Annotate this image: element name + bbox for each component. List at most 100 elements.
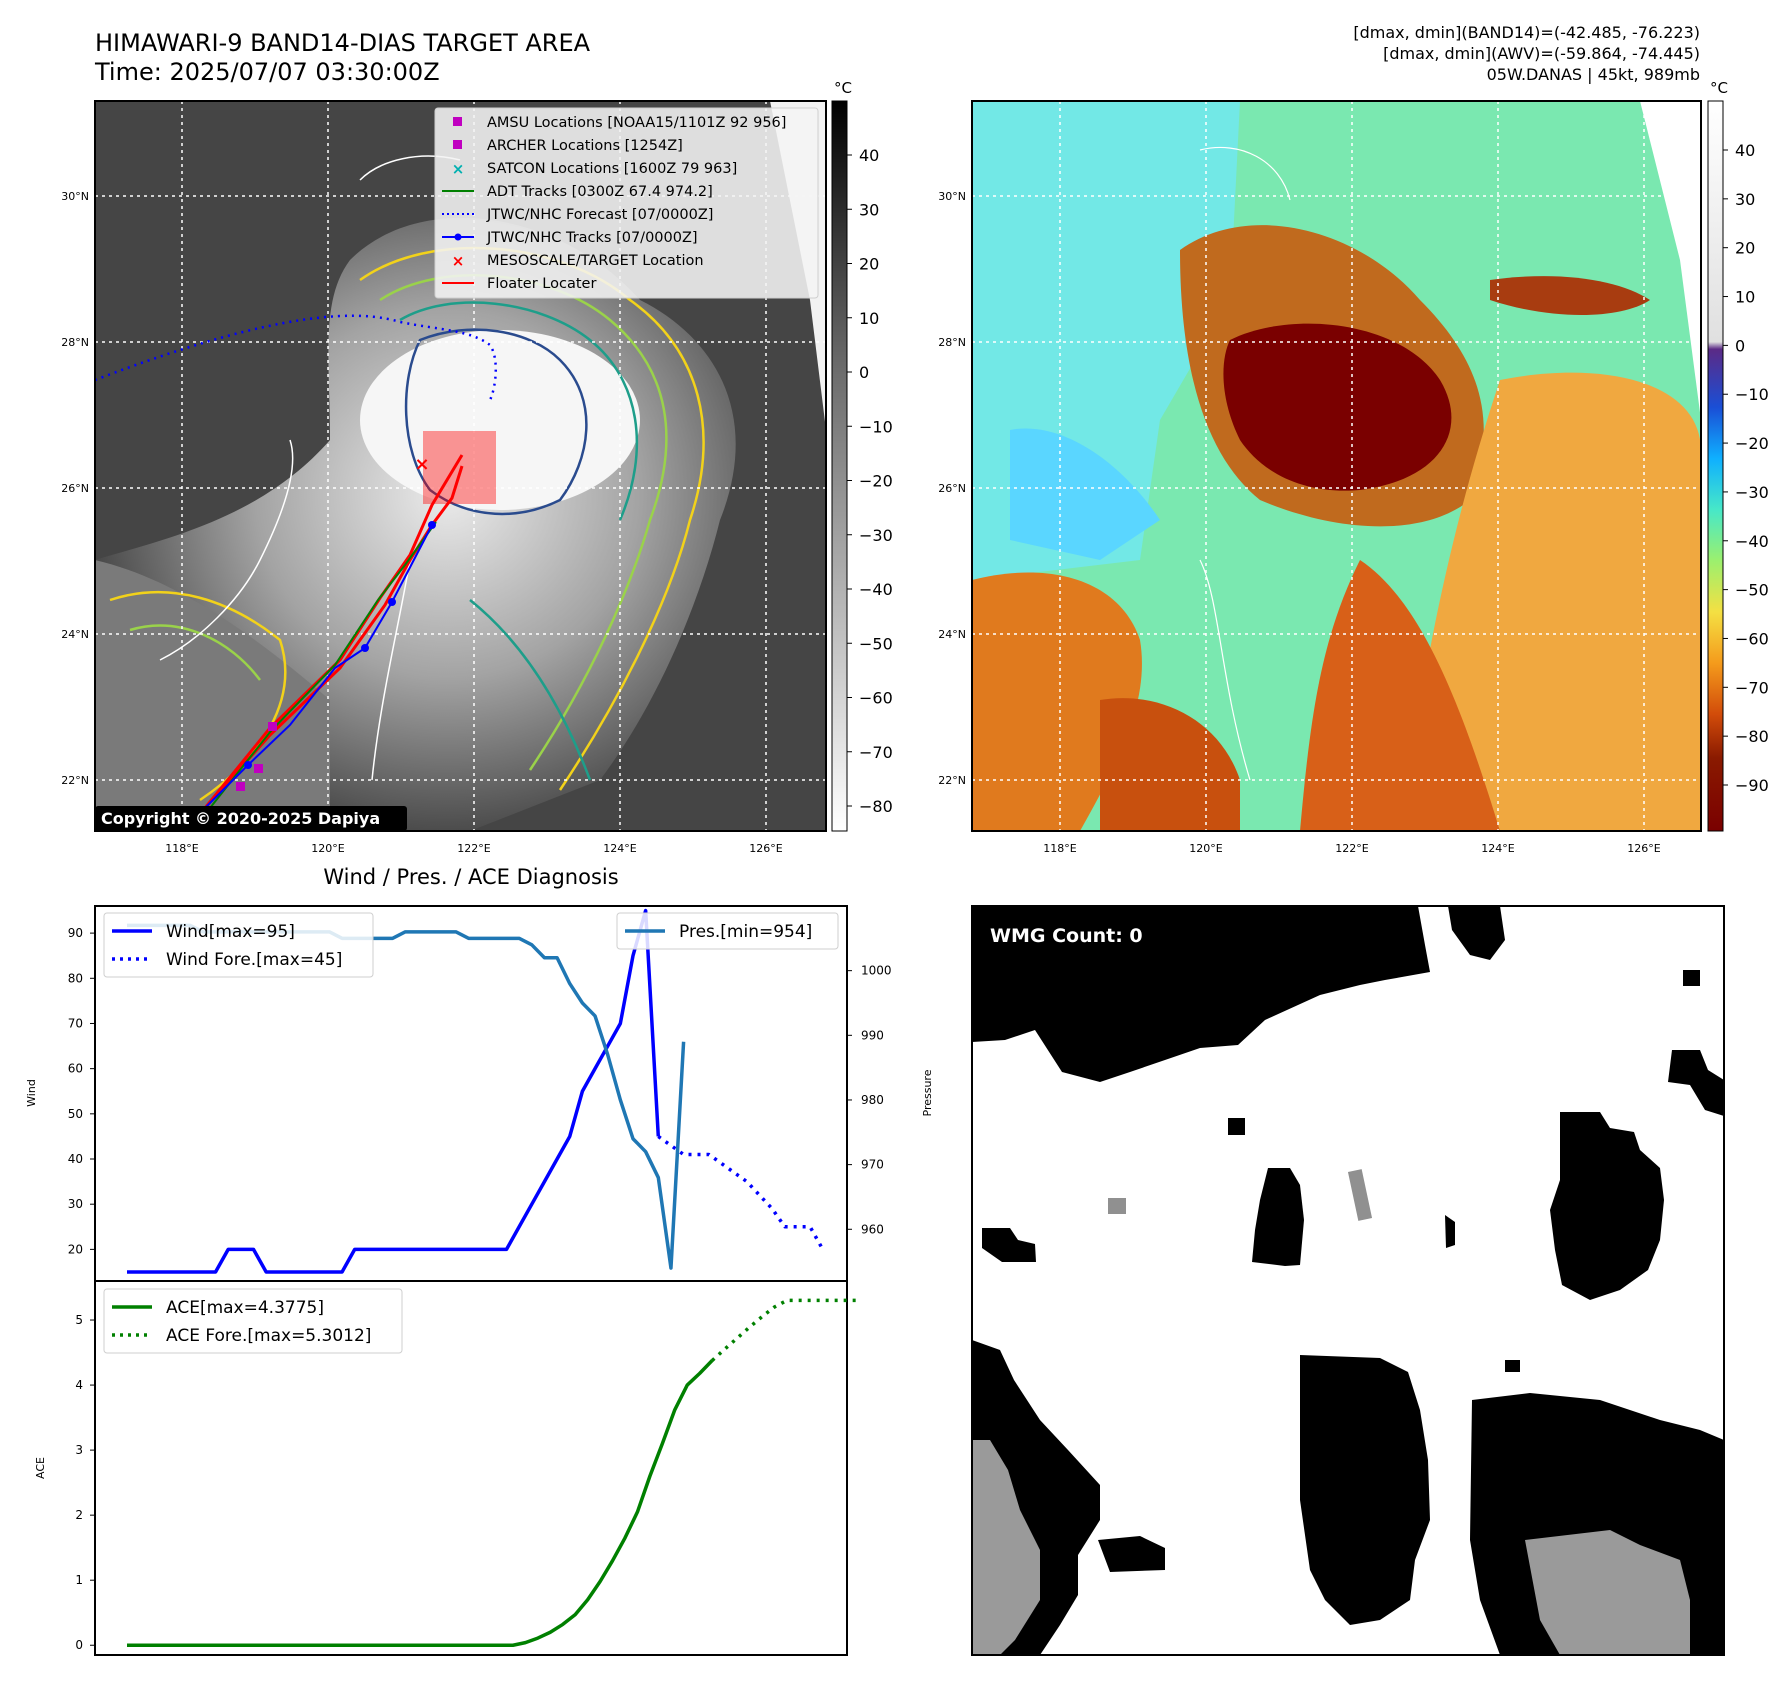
copyright-badge	[95, 806, 407, 831]
legend-marker-dot	[454, 233, 462, 241]
colorbar-awv-ticks: 40 30 20 10 0 −10 −20 −30 −40 −50 −60 −70 −80 −90	[1723, 141, 1769, 795]
target-area-box	[423, 431, 496, 504]
colorbar-tick-label: 30	[859, 200, 879, 219]
colorbar-tick-label: −30	[859, 526, 893, 545]
copyright-text: Copyright © 2020-2025 Dapiya	[101, 809, 380, 828]
legend-marker: ×	[452, 160, 465, 178]
colorbar-tick-label: −20	[859, 472, 893, 491]
legend-ace: ACE[max=4.3775]	[166, 1298, 324, 1318]
wind-axis-label: Wind	[25, 1079, 38, 1107]
wmg-count-label: WMG Count: 0	[990, 925, 1143, 947]
colorbar-tick-label: −40	[859, 580, 893, 599]
info-awv: [dmax, dmin](AWV)=(-59.864, -74.445)	[1383, 44, 1700, 63]
colorbar-tick-label: −80	[859, 797, 893, 816]
pressure-axis-label: Pressure	[921, 1069, 934, 1116]
lon-label-118e: 118°E	[165, 842, 198, 855]
colorbar-tick-label: −20	[1735, 434, 1769, 453]
lon-label-124e: 124°E	[603, 842, 636, 855]
colorbar-gray-ticks: 40 30 20 10 0 −10 −20 −30 −40 −50 −60 −70 −80	[847, 146, 893, 816]
awv-lat-22n: 22°N	[938, 774, 966, 787]
wind-ytick-label: 30	[68, 1197, 83, 1211]
wmg-panel	[972, 906, 1724, 1655]
colorbar-tick-label: −70	[1735, 678, 1769, 697]
wind-legend: Wind[max=95] Wind Fore.[max=45]	[103, 912, 374, 978]
ace-legend: ACE[max=4.3775] ACE Fore.[max=5.3012]	[103, 1288, 403, 1354]
legend-label: JTWC/NHC Forecast [07/0000Z]	[486, 207, 713, 223]
legend-label: ARCHER Locations [1254Z]	[487, 138, 683, 154]
wind-ytick-label: 60	[68, 1062, 83, 1076]
legend-entry: Floater Locater	[442, 276, 596, 292]
awv-map-panel	[972, 101, 1701, 831]
awv-lat-24n: 24°N	[938, 628, 966, 641]
colorbar-tick-label: −10	[859, 417, 893, 436]
ace-ytick-label: 0	[75, 1638, 83, 1652]
awv-map-frame	[971, 100, 1702, 832]
legend-label: MESOSCALE/TARGET Location	[487, 253, 704, 269]
colorbar-tick-label: −50	[1735, 581, 1769, 600]
legend-label: AMSU Locations [NOAA15/1101Z 92 956]	[487, 115, 786, 131]
figure-title: HIMAWARI-9 BAND14-DIAS TARGET AREA	[95, 29, 591, 57]
pressure-legend: Pres.[min=954]	[616, 912, 839, 950]
ir-map-frame	[94, 100, 827, 832]
colorbar-tick-label: 20	[859, 255, 879, 274]
colorbar-awv-unit: °C	[1710, 79, 1728, 97]
legend-entry: × SATCON Locations [1600Z 79 963]	[452, 160, 738, 178]
colorbar-gray-unit: °C	[834, 79, 852, 97]
wind-ytick-label: 40	[68, 1152, 83, 1166]
lat-label-22n: 22°N	[61, 774, 89, 787]
colorbar-tick-label: −80	[1735, 727, 1769, 746]
awv-lat-30n: 30°N	[938, 190, 966, 203]
awv-lon-124e: 124°E	[1481, 842, 1514, 855]
pressure-ytick-label: 970	[861, 1158, 884, 1172]
colorbar-tick-label: −10	[1735, 385, 1769, 404]
pressure-ytick-label: 960	[861, 1222, 884, 1236]
colorbar-tick-label: 40	[859, 146, 879, 165]
wmg-frame	[971, 905, 1725, 1656]
legend-marker: ×	[452, 252, 465, 270]
wind-ytick-label: 50	[68, 1107, 83, 1121]
ace-ytick-label: 4	[75, 1378, 83, 1392]
ace-axis-label: ACE	[34, 1457, 47, 1479]
wind-ytick-label: 90	[68, 926, 83, 940]
colorbar-tick-label: 40	[1735, 141, 1755, 160]
awv-lat-26n: 26°N	[938, 482, 966, 495]
lat-label-24n: 24°N	[61, 628, 89, 641]
legend-wind-forecast: Wind Fore.[max=45]	[166, 950, 342, 970]
colorbar-awv	[1707, 100, 1724, 832]
colorbar-tick-label: 20	[1735, 239, 1755, 258]
lat-label-28n: 28°N	[61, 336, 89, 349]
legend-ace-forecast: ACE Fore.[max=5.3012]	[166, 1326, 371, 1346]
colorbar-tick-label: −90	[1735, 776, 1769, 795]
legend-label: SATCON Locations [1600Z 79 963]	[487, 161, 737, 177]
ace-chart: 0 1 2 3 4 5	[75, 1298, 862, 1652]
colorbar-tick-label: 30	[1735, 190, 1755, 209]
colorbar-tick-label: −50	[859, 634, 893, 653]
legend-label: ADT Tracks [0300Z 67.4 974.2]	[487, 184, 713, 200]
legend-entry: ARCHER Locations [1254Z]	[453, 138, 683, 154]
svg-text:×: ×	[414, 454, 429, 475]
colorbar-tick-label: 10	[1735, 288, 1755, 307]
colorbar-tick-label: −30	[1735, 483, 1769, 502]
colorbar-tick-label: −60	[859, 689, 893, 708]
wind-forecast-series-line	[657, 1134, 825, 1251]
legend-entry: JTWC/NHC Forecast [07/0000Z]	[442, 207, 713, 223]
colorbar-tick-label: −40	[1735, 532, 1769, 551]
legend-entry: ADT Tracks [0300Z 67.4 974.2]	[442, 184, 713, 200]
info-band14: [dmax, dmin](BAND14)=(-42.485, -76.223)	[1353, 23, 1700, 42]
legend-marker	[453, 117, 462, 126]
figure-time: Time: 2025/07/07 03:30:00Z	[94, 58, 440, 86]
wind-series-line	[127, 908, 661, 1274]
lat-label-26n: 26°N	[61, 482, 89, 495]
ace-axes	[94, 1280, 848, 1656]
pressure-ytick-label: 1000	[861, 964, 892, 978]
ace-ytick-label: 2	[75, 1508, 83, 1522]
awv-lon-120e: 120°E	[1189, 842, 1222, 855]
wind-ytick-label: 70	[68, 1016, 83, 1030]
pressure-ytick-label: 990	[861, 1028, 884, 1042]
ace-forecast-series-line	[710, 1298, 862, 1362]
wind-ytick-label: 80	[68, 971, 83, 985]
pressure-ytick-label: 980	[861, 1093, 884, 1107]
lon-label-126e: 126°E	[749, 842, 782, 855]
legend-wind: Wind[max=95]	[166, 922, 295, 942]
